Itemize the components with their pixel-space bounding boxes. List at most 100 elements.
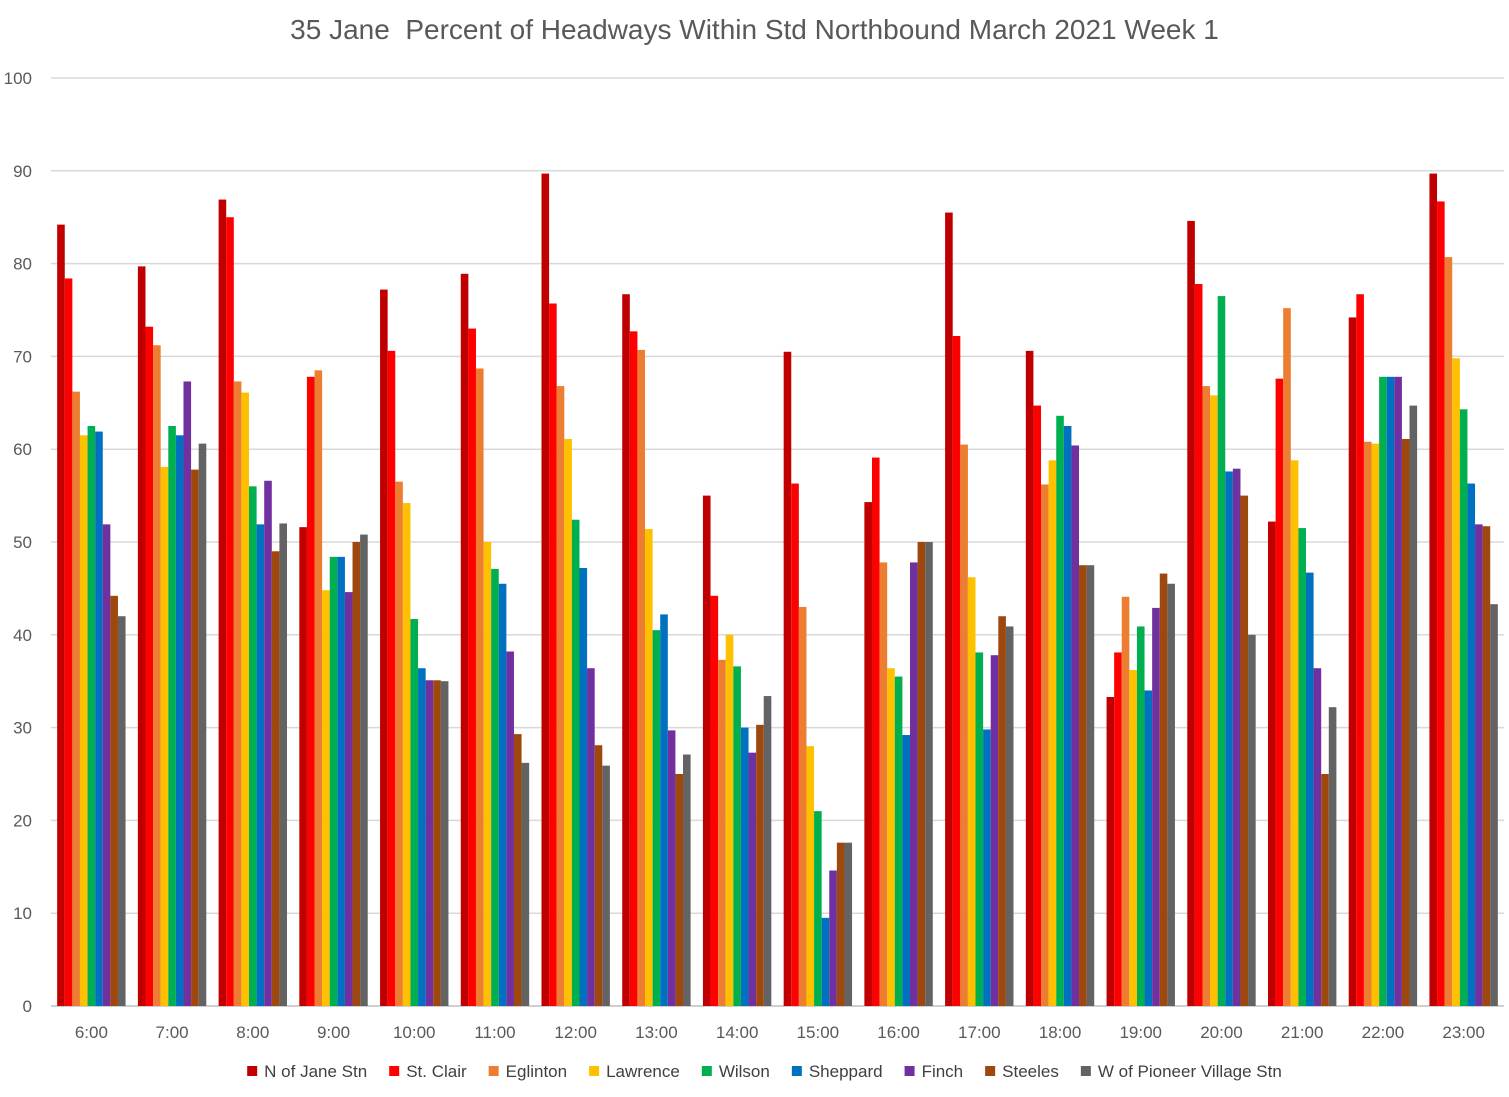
bar bbox=[1328, 707, 1337, 1006]
x-tick-label: 13:00 bbox=[635, 1023, 678, 1042]
bar bbox=[160, 466, 169, 1006]
bar bbox=[1356, 294, 1364, 1006]
bar bbox=[821, 917, 830, 1006]
y-tick-label: 100 bbox=[4, 69, 32, 88]
y-axis-ticks: 0 10 20 30 40 50 60 70 80 90 100 bbox=[4, 69, 32, 1016]
bar bbox=[894, 676, 903, 1006]
legend-item: N of Jane Stn bbox=[247, 1062, 367, 1081]
bar bbox=[1363, 441, 1372, 1006]
bar bbox=[871, 457, 880, 1006]
bar bbox=[1210, 395, 1218, 1007]
bar bbox=[468, 328, 476, 1006]
bar bbox=[983, 729, 991, 1006]
bar bbox=[1283, 308, 1291, 1006]
bar bbox=[57, 224, 65, 1006]
bar bbox=[322, 590, 330, 1006]
bar bbox=[137, 266, 146, 1006]
y-tick-label: 80 bbox=[13, 255, 32, 274]
bar bbox=[549, 303, 557, 1006]
y-tick-label: 90 bbox=[13, 162, 32, 181]
bar bbox=[1048, 460, 1057, 1006]
bar bbox=[249, 486, 257, 1006]
bar bbox=[1129, 670, 1137, 1006]
bar bbox=[271, 551, 280, 1006]
bar bbox=[1167, 583, 1175, 1006]
bar bbox=[395, 481, 403, 1006]
bar bbox=[475, 368, 484, 1006]
bar bbox=[433, 680, 441, 1006]
bar bbox=[806, 746, 815, 1006]
bar bbox=[622, 294, 630, 1006]
bar bbox=[1371, 443, 1380, 1007]
y-tick-label: 20 bbox=[13, 811, 32, 830]
bar bbox=[329, 556, 338, 1006]
bar bbox=[440, 681, 449, 1006]
bar bbox=[72, 391, 80, 1006]
bar bbox=[879, 562, 888, 1006]
y-tick-label: 30 bbox=[13, 719, 32, 738]
bar bbox=[1444, 257, 1453, 1006]
legend-label: Lawrence bbox=[606, 1062, 680, 1081]
bar bbox=[145, 326, 154, 1007]
legend-label: Eglinton bbox=[506, 1062, 567, 1081]
bar bbox=[844, 842, 853, 1006]
bar bbox=[998, 616, 1006, 1006]
legend-swatch bbox=[488, 1066, 499, 1076]
bars bbox=[57, 173, 1498, 1007]
x-tick-label: 17:00 bbox=[958, 1023, 1001, 1042]
legend-swatch bbox=[1080, 1066, 1091, 1076]
bar bbox=[1475, 524, 1483, 1006]
legend-label: Finch bbox=[922, 1062, 964, 1081]
bar bbox=[748, 752, 757, 1006]
bar bbox=[1056, 415, 1064, 1006]
bar bbox=[702, 495, 711, 1006]
bar bbox=[506, 651, 514, 1006]
chart-title: 35 Jane Percent of Headways Within Std N… bbox=[290, 14, 1219, 45]
bar bbox=[233, 381, 242, 1006]
bar bbox=[814, 811, 822, 1006]
bar bbox=[1071, 445, 1080, 1006]
legend-swatch bbox=[389, 1066, 400, 1076]
bar bbox=[1121, 596, 1130, 1006]
x-tick-label: 23:00 bbox=[1442, 1023, 1485, 1042]
bar bbox=[1459, 409, 1468, 1006]
bar bbox=[1386, 376, 1395, 1006]
bar bbox=[1025, 350, 1034, 1006]
bar bbox=[975, 652, 984, 1006]
x-tick-label: 11:00 bbox=[474, 1023, 515, 1042]
bar bbox=[102, 524, 111, 1006]
bar bbox=[1202, 386, 1211, 1006]
bar bbox=[1005, 626, 1014, 1006]
x-tick-label: 20:00 bbox=[1200, 1023, 1243, 1042]
bar bbox=[602, 765, 610, 1006]
bar bbox=[306, 376, 315, 1006]
legend-item: Steeles bbox=[985, 1062, 1059, 1081]
bar bbox=[1217, 296, 1226, 1007]
bar bbox=[299, 527, 307, 1006]
bar bbox=[763, 696, 772, 1006]
bar bbox=[198, 443, 207, 1007]
bar bbox=[829, 870, 837, 1006]
legend-item: Finch bbox=[904, 1062, 964, 1081]
bar bbox=[410, 619, 419, 1006]
bar bbox=[1225, 471, 1233, 1006]
bar bbox=[675, 774, 684, 1006]
legend-label: N of Jane Stn bbox=[264, 1062, 367, 1081]
bar bbox=[1152, 607, 1160, 1006]
bar bbox=[645, 529, 653, 1006]
bar bbox=[960, 444, 968, 1006]
bar bbox=[1248, 634, 1256, 1006]
bar bbox=[1136, 626, 1145, 1006]
x-tick-label: 16:00 bbox=[877, 1023, 920, 1042]
legend-swatch bbox=[589, 1066, 600, 1076]
legend-swatch bbox=[791, 1066, 802, 1076]
bar bbox=[740, 727, 749, 1006]
bar bbox=[521, 762, 530, 1006]
bar bbox=[79, 435, 88, 1006]
bar bbox=[1348, 317, 1357, 1006]
bar bbox=[1079, 565, 1087, 1006]
bar bbox=[153, 345, 161, 1006]
bar bbox=[168, 426, 176, 1006]
bar bbox=[725, 634, 734, 1006]
